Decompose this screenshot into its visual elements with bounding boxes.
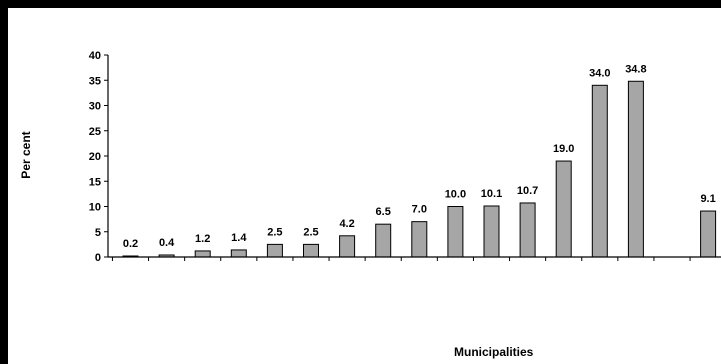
bar — [483, 205, 500, 258]
data-label: 19.0 — [553, 143, 574, 155]
data-label: 34.8 — [625, 63, 646, 75]
y-tick-label: 35 — [89, 75, 101, 87]
data-labels-group: 0.2 0.4 1.2 1.4 2.5 2.5 4.2 6.5 7.0 10.0 10.1 10.7 1… — [123, 63, 716, 250]
bar — [591, 84, 608, 258]
data-label: 1.2 — [195, 233, 210, 245]
data-label: 7.0 — [412, 204, 427, 216]
bar — [230, 249, 247, 258]
bar — [375, 223, 392, 258]
data-label: 10.7 — [517, 185, 538, 197]
bar — [627, 80, 644, 258]
bar — [194, 250, 211, 258]
y-tick-label: 5 — [95, 227, 101, 239]
y-axis-title: Per cent — [19, 131, 33, 179]
x-axis-title: Municipalities — [454, 345, 534, 359]
bar — [339, 235, 356, 258]
y-tick-label: 0 — [95, 252, 101, 264]
y-tick-label: 30 — [89, 101, 101, 113]
data-label: 4.2 — [339, 218, 354, 230]
data-label: 9.1 — [700, 193, 715, 205]
bar — [519, 202, 536, 258]
bar — [700, 210, 717, 258]
y-tick-label: 25 — [89, 126, 101, 138]
data-label: 2.5 — [303, 226, 318, 238]
y-tick-label: 20 — [89, 151, 101, 163]
data-label: 6.5 — [376, 206, 391, 218]
data-label: 34.0 — [589, 67, 610, 79]
data-label: 10.0 — [445, 189, 466, 201]
bar — [266, 243, 283, 258]
x-axis — [108, 256, 721, 261]
data-label: 10.1 — [481, 188, 502, 200]
bar — [555, 160, 572, 258]
y-axis: 0 5 10 15 20 25 30 35 40 — [89, 50, 109, 264]
bar — [303, 243, 319, 258]
y-tick-label: 10 — [89, 202, 101, 214]
bar — [411, 221, 428, 258]
bar — [447, 206, 464, 258]
data-label: 1.4 — [231, 232, 247, 244]
bars-group — [122, 80, 717, 258]
data-label: 0.2 — [123, 238, 138, 250]
y-tick-label: 15 — [89, 176, 101, 188]
data-label: 0.4 — [159, 237, 175, 249]
data-label: 2.5 — [267, 226, 282, 238]
y-tick-label: 40 — [89, 50, 101, 62]
